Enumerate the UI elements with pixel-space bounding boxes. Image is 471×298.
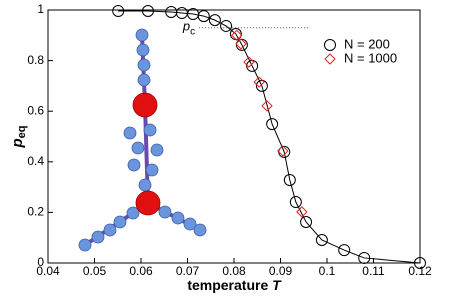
legend-marker bbox=[324, 39, 336, 51]
data-point bbox=[208, 14, 221, 27]
data-point bbox=[197, 10, 210, 23]
data-point bbox=[315, 233, 328, 246]
y-axis-label: peq bbox=[9, 125, 28, 148]
data-point bbox=[283, 174, 296, 187]
data-point bbox=[112, 5, 125, 18]
x-tick-label: 0.04 bbox=[36, 264, 60, 278]
fit-line bbox=[118, 10, 421, 264]
y-tick-label: 0.6 bbox=[27, 103, 44, 117]
x-axis-label: temperature T bbox=[187, 277, 282, 293]
data-point bbox=[243, 56, 255, 68]
annotation-subscript: c bbox=[190, 26, 195, 37]
data-point bbox=[231, 29, 243, 42]
data-point bbox=[300, 216, 313, 229]
x-tick-label: 0.11 bbox=[362, 264, 385, 278]
y-label-subscript: eq bbox=[16, 125, 28, 138]
data-point bbox=[289, 196, 302, 209]
legend-label: N = 200 bbox=[344, 36, 390, 51]
data-point bbox=[253, 76, 265, 88]
x-tick-label: 0.12 bbox=[408, 264, 432, 278]
annotation-text: p bbox=[182, 19, 190, 34]
data-point bbox=[358, 251, 371, 264]
y-tick-label: 0.2 bbox=[27, 205, 44, 219]
data-point bbox=[141, 5, 154, 18]
data-point bbox=[277, 145, 289, 157]
x-label-variable: T bbox=[272, 277, 282, 293]
y-tick-label: 1 bbox=[37, 2, 44, 16]
data-point bbox=[266, 118, 279, 131]
data-point bbox=[220, 19, 233, 32]
legend-label: N = 1000 bbox=[344, 50, 397, 65]
x-label-text: temperature bbox=[187, 277, 268, 293]
data-point bbox=[235, 38, 247, 50]
x-tick-label: 0.1 bbox=[319, 264, 336, 278]
legend-marker bbox=[324, 53, 336, 65]
x-tick-label: 0.06 bbox=[129, 264, 153, 278]
x-tick-label: 0.08 bbox=[222, 264, 246, 278]
data-point bbox=[296, 206, 308, 218]
molecule-inset bbox=[78, 28, 207, 252]
data-point bbox=[261, 100, 273, 112]
y-tick-label: 0.4 bbox=[27, 154, 44, 168]
x-tick-label: 0.09 bbox=[269, 264, 293, 278]
data-point bbox=[338, 244, 351, 257]
data-point bbox=[414, 257, 426, 269]
y-label-text: p bbox=[9, 138, 26, 148]
annotation: pc bbox=[182, 19, 195, 37]
y-tick-label: 0 bbox=[37, 255, 44, 269]
x-tick-label: 0.07 bbox=[176, 264, 200, 278]
x-tick-label: 0.05 bbox=[83, 264, 107, 278]
y-tick-label: 0.8 bbox=[27, 53, 44, 67]
